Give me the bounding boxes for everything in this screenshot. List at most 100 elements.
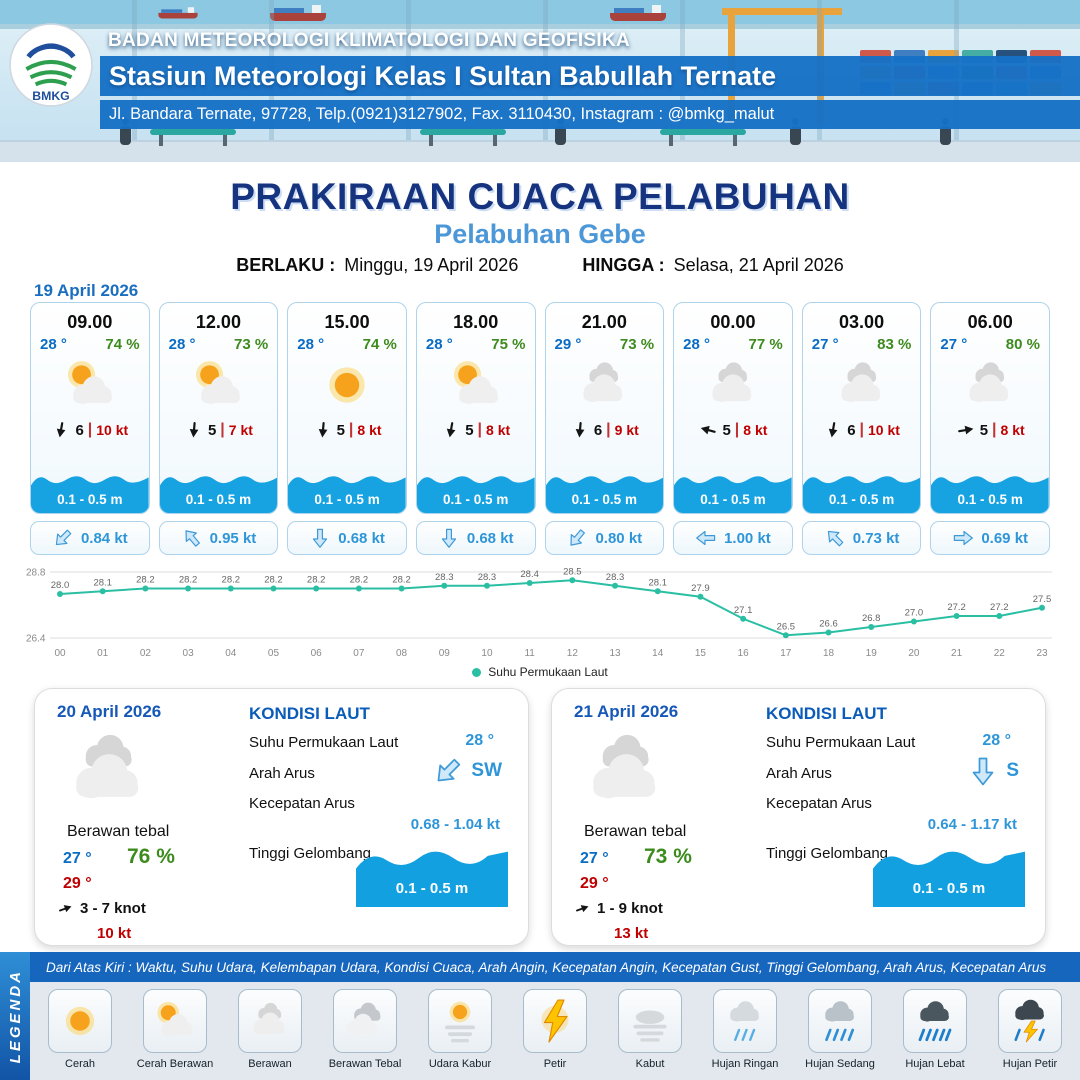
cloud-icon <box>803 355 921 417</box>
legend-items-row: Cerah Cerah Berawan Berawan Berawan Teba… <box>30 982 1080 1080</box>
legend-item-label: Hujan Petir <box>1002 1058 1058 1070</box>
legend-item-label: Petir <box>543 1058 567 1070</box>
ship-icon <box>270 4 326 21</box>
wind-direction-icon <box>823 420 843 440</box>
svg-text:08: 08 <box>396 648 408 659</box>
sst-chart: 28.8 26.4 28.0 00 28.1 01 28.2 02 28.2 03 28.2 04 28… <box>24 556 1056 662</box>
fog-icon <box>618 989 682 1053</box>
svg-text:28.2: 28.2 <box>136 575 155 586</box>
chart-legend: Suhu Permukaan Laut <box>0 665 1080 679</box>
svg-text:28.2: 28.2 <box>392 575 411 586</box>
bmkg-logo-text: BMKG <box>32 89 69 103</box>
daily-date: 21 April 2026 <box>574 702 679 721</box>
legend-item: Udara Kabur <box>415 989 505 1080</box>
wave-height-band: 0.1 - 0.5 m <box>931 467 1049 513</box>
humidity-value: 74 % <box>362 336 397 353</box>
wind-speed-value: 5 <box>979 421 989 439</box>
wind-row: 5 | 8 kt <box>931 420 1049 440</box>
cloud-icon <box>546 355 664 417</box>
svg-text:28.4: 28.4 <box>520 569 539 580</box>
temp-humidity-row: 28 ° 74 % <box>288 336 406 353</box>
daily-date: 20 April 2026 <box>57 702 162 721</box>
wave-height-band: 0.1 - 0.5 m <box>416 467 535 513</box>
wind-direction-icon <box>51 420 71 440</box>
current-direction-icon <box>952 527 974 549</box>
wind-direction-icon <box>313 420 333 440</box>
current-direction-icon <box>52 527 74 549</box>
station-name: Stasiun Meteorologi Kelas I Sultan Babul… <box>109 60 777 91</box>
valid-from-label: BERLAKU : <box>236 255 336 275</box>
legend-description-bar: Dari Atas Kiri : Waktu, Suhu Udara, Kele… <box>0 952 1080 982</box>
validity-row: BERLAKU : Minggu, 19 April 2026 HINGGA :… <box>0 255 1080 276</box>
cloud-icon <box>578 723 674 819</box>
svg-text:27.2: 27.2 <box>990 602 1009 613</box>
wind-separator: | <box>87 421 93 438</box>
wind-row: 5 | 8 kt <box>417 420 535 440</box>
forecast-card-panel: 06.00 27 ° 80 % 5 | 8 kt 0.1 - 0.5 m <box>930 302 1050 514</box>
valid-from: BERLAKU : Minggu, 19 April 2026 <box>236 255 518 276</box>
wind-direction-icon <box>570 420 590 440</box>
temp-humidity-row: 28 ° 73 % <box>160 336 278 353</box>
svg-text:28.2: 28.2 <box>264 575 283 586</box>
temperature-value: 27 ° <box>811 336 839 353</box>
current-box: 1.00 kt <box>673 521 793 555</box>
current-speed-label: Kecepatan Arus <box>766 795 872 812</box>
svg-text:27.5: 27.5 <box>1033 594 1052 605</box>
sea-conditions-title: KONDISI LAUT <box>249 704 370 723</box>
current-box: 0.80 kt <box>544 521 665 555</box>
current-speed-value: 0.64 - 1.17 kt <box>927 816 1017 833</box>
humidity-value: 76 % <box>127 845 175 868</box>
forecast-card: 09.00 28 ° 74 % 6 | 10 kt 0.1 - 0.5 m 0.… <box>30 302 150 555</box>
legend-vertical-label: LEGENDA <box>6 968 24 1064</box>
temp-min-value: 27 ° <box>63 850 92 867</box>
forecast-card-panel: 18.00 28 ° 75 % 5 | 8 kt 0.1 - 0.5 m <box>415 302 536 514</box>
wind-row: 6 | 9 kt <box>546 420 664 440</box>
wave-label: Tinggi Gelombang <box>766 845 889 862</box>
svg-text:28.2: 28.2 <box>179 575 198 586</box>
rain-light-icon <box>713 989 777 1053</box>
header: BMKG BADAN METEOROLOGI KLIMATOLOGI DAN G… <box>0 0 1080 162</box>
sun-icon <box>48 989 112 1053</box>
condition-label: Berawan tebal <box>584 823 687 840</box>
svg-text:26.8: 26.8 <box>862 613 881 624</box>
rain-medium-icon <box>808 989 872 1053</box>
current-direction-label: Arah Arus <box>766 765 832 782</box>
wind-speed-value: 6 <box>593 421 603 439</box>
valid-until: HINGGA : Selasa, 21 April 2026 <box>582 255 843 276</box>
legend-item: Berawan <box>225 989 315 1080</box>
svg-text:10: 10 <box>481 648 493 659</box>
wave-height-band: 0.1 - 0.5 m <box>802 467 921 513</box>
sun-cloud-icon <box>160 355 278 417</box>
temperature-value: 28 ° <box>40 336 67 353</box>
svg-text:02: 02 <box>140 648 152 659</box>
current-direction: SW <box>432 755 502 787</box>
legend-item: Petir <box>510 989 600 1080</box>
svg-text:17: 17 <box>780 648 792 659</box>
floor-strip <box>0 140 1080 162</box>
chart-legend-label: Suhu Permukaan Laut <box>488 665 608 679</box>
wave-height-value: 0.1 - 0.5 m <box>395 880 469 897</box>
clouds-icon <box>333 989 397 1053</box>
temp-min-value: 27 ° <box>580 850 609 867</box>
svg-text:07: 07 <box>353 648 365 659</box>
sst-chart-svg: 28.8 26.4 28.0 00 28.1 01 28.2 02 28.2 03 28.2 04 28… <box>26 566 1052 659</box>
forecast-date-label: 19 April 2026 <box>34 281 139 300</box>
humidity-value: 73 % <box>644 845 692 868</box>
humidity-value: 73 % <box>234 336 269 353</box>
legend-item-label: Udara Kabur <box>428 1058 492 1070</box>
wind-row: 6 | 10 kt <box>31 420 149 440</box>
current-direction-icon <box>566 527 588 549</box>
forecast-card-panel: 03.00 27 ° 83 % 6 | 10 kt 0.1 - 0.5 m <box>801 302 922 514</box>
wind-separator: | <box>477 421 483 438</box>
svg-text:28.2: 28.2 <box>307 575 326 586</box>
wave-height-band: 0.1 - 0.5 m <box>31 467 149 513</box>
ship-icon <box>610 4 666 21</box>
wind-speed-value: 5 <box>336 421 345 439</box>
wind-gust-value: 10 kt <box>96 422 129 438</box>
time-label: 06.00 <box>967 312 1013 332</box>
time-label: 09.00 <box>67 312 113 332</box>
wind-speed-value: 6 <box>847 421 856 439</box>
legend-item: Cerah <box>35 989 125 1080</box>
svg-text:27.2: 27.2 <box>947 602 966 613</box>
